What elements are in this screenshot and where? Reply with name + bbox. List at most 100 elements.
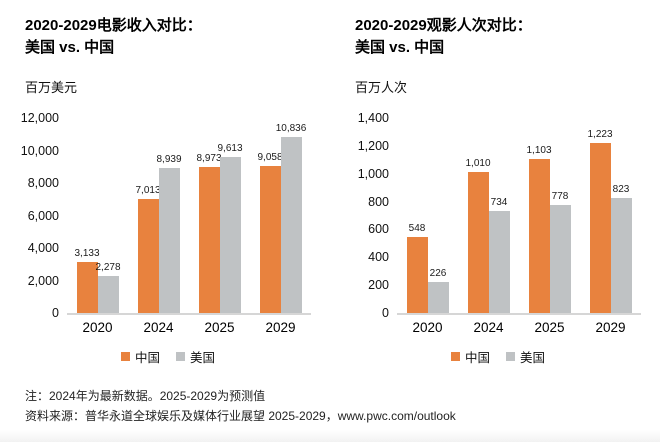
legend-item-china: 中国 xyxy=(120,347,160,366)
bar-china-2024 xyxy=(137,199,159,313)
bar-value-label: 2,278 xyxy=(95,262,121,273)
bar-usa-2025 xyxy=(219,156,241,313)
y-axis-tick-label: 1,200 xyxy=(357,138,389,153)
bar-group-2025: 8,973 9,613 xyxy=(196,142,243,313)
bar-usa-2020 xyxy=(97,276,119,313)
y-axis-tick-label: 8,000 xyxy=(27,176,59,190)
y-axis-tick-label: 600 xyxy=(368,222,389,237)
bar-group-2020: 548 226 xyxy=(406,223,450,313)
legend-item-china: 中国 xyxy=(450,347,490,366)
bar-value-label: 1,103 xyxy=(526,145,552,157)
x-axis-label-2020: 2020 xyxy=(412,320,443,335)
bar-value-label: 778 xyxy=(551,190,569,202)
bar-column-china-2020: 3,133 xyxy=(74,248,100,313)
bar-usa-2025 xyxy=(549,204,571,313)
bar-usa-2020 xyxy=(427,281,449,313)
chart-title-line1: 2020-2029观影人次对比： xyxy=(355,17,532,34)
revenue-chart-panel: 2020-2029电影收入对比： 美国 vs. 中国 百万美元 0 2,000 4,… xyxy=(0,15,330,366)
bar-value-label: 226 xyxy=(429,267,447,279)
chart-title-line2: 美国 vs. 中国 xyxy=(25,39,115,56)
admissions-bar-chart: 0 200 400 600 800 1,000 1,200 1,400 548 226 1,010… xyxy=(355,111,660,366)
bar-column-china-2029: 1,223 xyxy=(587,128,613,313)
source-text: 资料来源：普华永道全球娱乐及媒体行业展望 2025-2029，www.pwc.c… xyxy=(25,409,456,423)
bar-value-label: 10,836 xyxy=(275,122,307,134)
x-axis: 2020 2024 2025 2029 xyxy=(397,315,641,335)
charts-row: 2020-2029电影收入对比： 美国 vs. 中国 百万美元 0 2,000 4,… xyxy=(0,15,660,366)
plot-row: 0 200 400 600 800 1,000 1,200 1,400 548 226 1,010… xyxy=(355,111,660,320)
y-axis-tick-label: 10,000 xyxy=(20,143,59,158)
bar-group-2024: 1,010 734 xyxy=(465,158,511,313)
admissions-chart-panel: 2020-2029观影人次对比： 美国 vs. 中国 百万人次 0 200 400 6… xyxy=(330,15,660,366)
y-axis-tick-label: 800 xyxy=(368,194,389,209)
x-axis-label-2029: 2029 xyxy=(595,320,626,335)
revenue-bar-chart: 0 2,000 4,000 6,000 8,000 10,000 12,000 3,133 2… xyxy=(21,111,330,366)
bar-column-usa-2024: 734 xyxy=(488,196,510,313)
bar-column-usa-2020: 2,278 xyxy=(95,262,121,313)
bar-usa-2029 xyxy=(280,136,302,313)
bar-group-2024: 7,013 8,939 xyxy=(135,153,182,313)
bar-value-label: 3,133 xyxy=(74,248,100,260)
bar-value-label: 823 xyxy=(612,184,630,196)
bar-china-2025 xyxy=(528,159,550,313)
bar-column-china-2025: 1,103 xyxy=(526,145,552,313)
x-axis-label-2029: 2029 xyxy=(265,320,296,335)
bottom-edge-shade xyxy=(0,430,660,442)
bar-china-2020 xyxy=(406,236,428,313)
x-axis-label-2024: 2024 xyxy=(473,320,504,335)
y-axis-tick-label: 4,000 xyxy=(27,241,59,255)
y-axis: 0 2,000 4,000 6,000 8,000 10,000 12,000 xyxy=(21,111,67,320)
y-axis-tick-label: 1,000 xyxy=(357,166,389,181)
bar-value-label: 9,058 xyxy=(257,151,283,163)
legend-swatch-usa xyxy=(506,352,515,361)
bar-column-usa-2029: 823 xyxy=(610,184,632,313)
plot-row: 0 2,000 4,000 6,000 8,000 10,000 12,000 3,133 2… xyxy=(21,111,330,320)
legend-swatch-china xyxy=(120,352,130,361)
bar-value-label: 9,613 xyxy=(217,142,243,154)
y-axis: 0 200 400 600 800 1,000 1,200 1,400 xyxy=(355,111,397,320)
bar-column-china-2020: 548 xyxy=(406,223,428,313)
bar-value-label: 8,973 xyxy=(196,153,222,165)
x-axis-label-2024: 2024 xyxy=(143,320,174,335)
bar-column-usa-2025: 778 xyxy=(549,190,571,313)
bar-value-label: 1,010 xyxy=(465,158,491,170)
bar-value-label: 8,939 xyxy=(156,153,182,165)
bar-column-china-2025: 8,973 xyxy=(196,153,222,313)
chart-title-line2: 美国 vs. 中国 xyxy=(355,39,445,56)
bar-china-2020 xyxy=(76,262,98,313)
bar-group-2029: 9,058 10,836 xyxy=(257,123,306,313)
legend-item-usa: 美国 xyxy=(506,347,545,366)
legend-label-usa: 美国 xyxy=(190,351,216,365)
admissions-chart-title: 2020-2029观影人次对比： 美国 vs. 中国 xyxy=(355,15,660,59)
y-axis-tick-label: 1,400 xyxy=(357,111,389,125)
bar-china-2029 xyxy=(259,165,281,313)
y-axis-unit-label: 百万美元 xyxy=(25,80,78,95)
plot-area: 3,133 2,278 7,013 8,939 8,973 9,613 9,058 10,83… xyxy=(67,118,311,315)
bar-china-2024 xyxy=(467,172,489,313)
bar-china-2029 xyxy=(589,142,611,313)
bar-column-china-2024: 7,013 xyxy=(135,185,161,313)
y-axis-tick-label: 400 xyxy=(368,250,389,265)
x-axis-label-2020: 2020 xyxy=(82,320,113,335)
chart-legend: 中国 美国 xyxy=(25,347,311,366)
chart-legend: 中国 美国 xyxy=(355,347,641,366)
bar-china-2025 xyxy=(198,167,220,313)
bar-column-china-2029: 9,058 xyxy=(257,151,283,313)
y-axis-tick-label: 2,000 xyxy=(27,273,59,288)
footer: 注：2024年为最新数据。2025-2029为预测值 资料来源：普华永道全球娱乐… xyxy=(25,386,456,426)
y-axis-tick-label: 12,000 xyxy=(20,111,59,125)
y-axis-tick-label: 200 xyxy=(368,278,389,293)
bar-value-label: 1,223 xyxy=(587,128,613,140)
note-text: 注：2024年为最新数据。2025-2029为预测值 xyxy=(25,389,266,403)
y-axis-tick-label: 6,000 xyxy=(27,208,59,223)
bar-usa-2024 xyxy=(158,167,180,313)
bar-usa-2024 xyxy=(488,210,510,313)
bar-column-usa-2024: 8,939 xyxy=(156,153,182,313)
bar-column-usa-2025: 9,613 xyxy=(217,142,243,313)
plot-area: 548 226 1,010 734 1,103 778 1,223 823 xyxy=(397,118,641,315)
bar-column-usa-2029: 10,836 xyxy=(276,123,306,313)
bar-value-label: 734 xyxy=(490,196,508,208)
x-axis-label-2025: 2025 xyxy=(534,320,565,335)
bar-column-usa-2020: 226 xyxy=(427,267,449,313)
legend-label-china: 中国 xyxy=(464,351,490,365)
